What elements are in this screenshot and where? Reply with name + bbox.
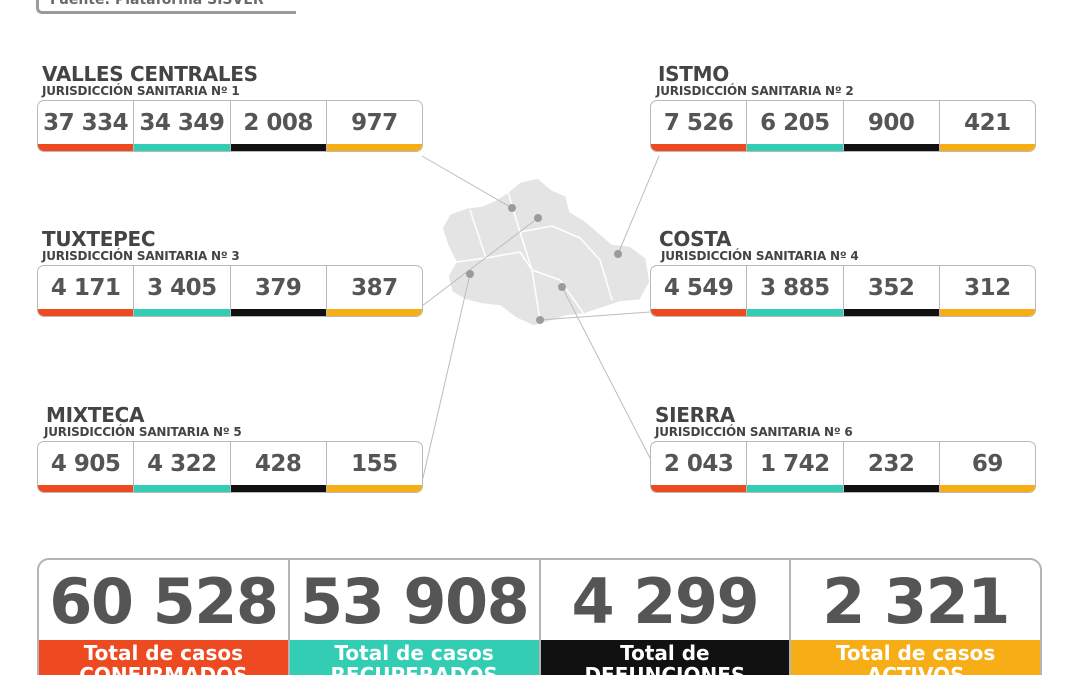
region-values-row: 4 905 4 322 428 155: [37, 441, 423, 493]
recovered-strip: [747, 144, 843, 151]
active-cell: 421: [939, 101, 1035, 151]
confirmed-cell: 7 526: [651, 101, 748, 151]
confirmed-cell: 4 905: [38, 442, 135, 492]
confirmed-strip: [38, 309, 134, 316]
active-cell: 155: [326, 442, 422, 492]
confirmed-cell: 4 549: [651, 266, 748, 316]
recovered-cell: 34 349: [134, 101, 231, 151]
region-name: VALLES CENTRALES: [42, 62, 258, 86]
mixteca-marker: [466, 270, 474, 278]
source-note: Fuente: Plataforma SISVER: [50, 0, 264, 8]
active-cell: 387: [326, 266, 422, 316]
region-values-row: 2 043 1 742 232 69: [650, 441, 1036, 493]
source-bracket: [36, 0, 296, 14]
recovered-strip: [134, 144, 230, 151]
confirmed-strip: [651, 309, 747, 316]
region-values-row: 4 549 3 885 352 312: [650, 265, 1036, 317]
region-values-row: 4 171 3 405 379 387: [37, 265, 423, 317]
active-cell: 69: [939, 442, 1035, 492]
deaths-cell: 2 008: [230, 101, 327, 151]
recovered-cell: 4 322: [134, 442, 231, 492]
total-value: 60 528: [49, 564, 279, 638]
recovered-cell: 3 405: [134, 266, 231, 316]
active-strip: [326, 309, 422, 316]
recovered-strip: [134, 309, 230, 316]
deaths-cell: 379: [230, 266, 327, 316]
confirmed-strip: [651, 485, 747, 492]
region-name: COSTA: [659, 227, 732, 251]
confirmed-cell: 37 334: [38, 101, 135, 151]
active-strip: [939, 485, 1035, 492]
confirmed-strip: [651, 144, 747, 151]
totals-panel: 60 528 Total de casos CONFIRMADOS 53 908 …: [37, 558, 1042, 675]
region-sierra: SIERRA JURISDICCIÓN SANITARIA Nº 6 2 043…: [650, 405, 1038, 493]
active-strip: [939, 309, 1035, 316]
total-deaths: 4 299 Total de DEFUNCIONES: [540, 560, 792, 675]
total-confirmed: 60 528 Total de casos CONFIRMADOS: [39, 560, 290, 675]
total-recovered: 53 908 Total de casos RECUPERADOS: [289, 560, 541, 675]
recovered-cell: 3 885: [747, 266, 844, 316]
region-jurisdiction: JURISDICCIÓN SANITARIA Nº 4: [661, 249, 859, 263]
active-strip: [939, 144, 1035, 151]
valles-marker: [508, 204, 516, 212]
active-strip: [326, 144, 422, 151]
recovered-strip: [134, 485, 230, 492]
region-name: SIERRA: [655, 403, 735, 427]
region-values-row: 7 526 6 205 900 421: [650, 100, 1036, 152]
deaths-strip: [230, 309, 326, 316]
total-value: 53 908: [299, 564, 530, 638]
region-name: TUXTEPEC: [42, 227, 156, 251]
recovered-strip: [747, 485, 843, 492]
active-strip: [326, 485, 422, 492]
recovered-cell: 1 742: [747, 442, 844, 492]
total-active: 2 321 Total de casos ACTIVOS: [791, 560, 1040, 675]
recovered-strip: [747, 309, 843, 316]
deaths-cell: 900: [843, 101, 940, 151]
deaths-cell: 232: [843, 442, 940, 492]
region-costa: COSTA JURISDICCIÓN SANITARIA Nº 4 4 549 …: [650, 229, 1038, 317]
deaths-strip: [230, 485, 326, 492]
recovered-cell: 6 205: [747, 101, 844, 151]
deaths-strip: [843, 309, 939, 316]
costa-marker: [536, 316, 544, 324]
deaths-strip: [230, 144, 326, 151]
active-cell: 312: [939, 266, 1035, 316]
region-mixteca: MIXTECA JURISDICCIÓN SANITARIA Nº 5 4 90…: [37, 405, 425, 493]
total-value: 4 299: [571, 564, 760, 638]
total-label: Total de casos RECUPERADOS: [289, 640, 539, 675]
confirmed-cell: 2 043: [651, 442, 748, 492]
region-istmo: ISTMO JURISDICCIÓN SANITARIA Nº 2 7 526 …: [650, 64, 1038, 152]
deaths-cell: 428: [230, 442, 327, 492]
region-jurisdiction: JURISDICCIÓN SANITARIA Nº 1: [42, 84, 240, 98]
total-label: Total de casos ACTIVOS: [791, 640, 1040, 675]
region-tuxtepec: TUXTEPEC JURISDICCIÓN SANITARIA Nº 3 4 1…: [37, 229, 425, 317]
confirmed-cell: 4 171: [38, 266, 135, 316]
region-jurisdiction: JURISDICCIÓN SANITARIA Nº 5: [44, 425, 242, 439]
region-jurisdiction: JURISDICCIÓN SANITARIA Nº 6: [655, 425, 853, 439]
tuxtepec-marker: [534, 214, 542, 222]
total-label: Total de casos CONFIRMADOS: [39, 640, 288, 675]
confirmed-strip: [38, 485, 134, 492]
active-cell: 977: [326, 101, 422, 151]
region-jurisdiction: JURISDICCIÓN SANITARIA Nº 2: [656, 84, 854, 98]
region-jurisdiction: JURISDICCIÓN SANITARIA Nº 3: [42, 249, 240, 263]
total-value: 2 321: [822, 564, 1010, 638]
confirmed-strip: [38, 144, 134, 151]
sierra-marker: [558, 283, 566, 291]
region-valles-centrales: VALLES CENTRALES JURISDICCIÓN SANITARIA …: [37, 64, 425, 152]
deaths-strip: [843, 485, 939, 492]
map-shape: [441, 177, 651, 327]
deaths-cell: 352: [843, 266, 940, 316]
region-values-row: 37 334 34 349 2 008 977: [37, 100, 423, 152]
deaths-strip: [843, 144, 939, 151]
region-name: MIXTECA: [46, 403, 145, 427]
total-label: Total de DEFUNCIONES: [540, 640, 790, 675]
istmo-marker: [614, 250, 622, 258]
region-name: ISTMO: [658, 62, 729, 86]
